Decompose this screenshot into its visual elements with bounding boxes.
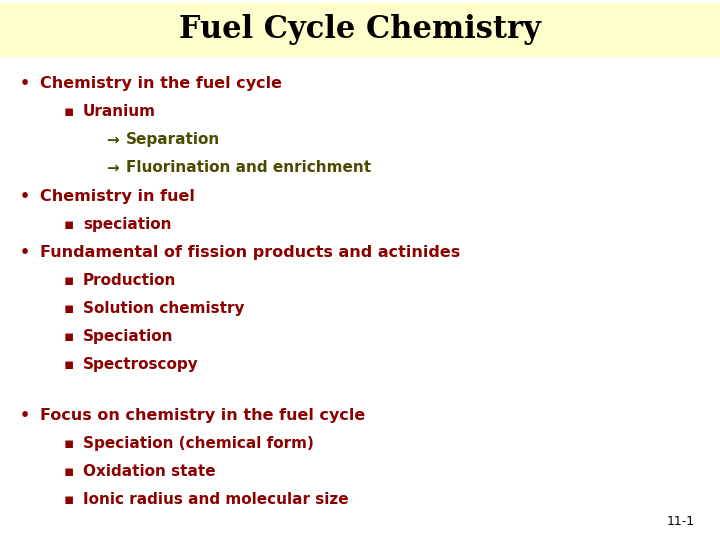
Text: Ionic radius and molecular size: Ionic radius and molecular size xyxy=(83,492,348,507)
Text: •: • xyxy=(20,245,30,260)
Text: ▪: ▪ xyxy=(63,357,73,372)
Text: Speciation: Speciation xyxy=(83,329,174,344)
Text: Focus on chemistry in the fuel cycle: Focus on chemistry in the fuel cycle xyxy=(40,408,365,423)
Text: Chemistry in the fuel cycle: Chemistry in the fuel cycle xyxy=(40,76,282,91)
Text: Oxidation state: Oxidation state xyxy=(83,464,215,479)
Text: Fluorination and enrichment: Fluorination and enrichment xyxy=(126,160,371,176)
Text: 11-1: 11-1 xyxy=(667,515,695,528)
Text: Spectroscopy: Spectroscopy xyxy=(83,357,199,372)
Text: ▪: ▪ xyxy=(63,464,73,479)
Text: Uranium: Uranium xyxy=(83,104,156,119)
Text: ▪: ▪ xyxy=(63,436,73,451)
Text: ▪: ▪ xyxy=(63,217,73,232)
Text: Speciation (chemical form): Speciation (chemical form) xyxy=(83,436,314,451)
Text: →: → xyxy=(107,160,120,176)
Text: ▪: ▪ xyxy=(63,301,73,316)
Text: ▪: ▪ xyxy=(63,273,73,288)
Text: →: → xyxy=(107,132,120,147)
Text: ▪: ▪ xyxy=(63,329,73,344)
Text: Production: Production xyxy=(83,273,176,288)
Text: ▪: ▪ xyxy=(63,104,73,119)
FancyBboxPatch shape xyxy=(0,3,720,57)
Text: speciation: speciation xyxy=(83,217,171,232)
Text: •: • xyxy=(20,188,30,204)
Text: ▪: ▪ xyxy=(63,492,73,507)
Text: Solution chemistry: Solution chemistry xyxy=(83,301,244,316)
Text: Fundamental of fission products and actinides: Fundamental of fission products and acti… xyxy=(40,245,460,260)
Text: •: • xyxy=(20,76,30,91)
Text: •: • xyxy=(20,408,30,423)
Text: Chemistry in fuel: Chemistry in fuel xyxy=(40,188,194,204)
Text: Fuel Cycle Chemistry: Fuel Cycle Chemistry xyxy=(179,14,541,45)
Text: Separation: Separation xyxy=(126,132,220,147)
